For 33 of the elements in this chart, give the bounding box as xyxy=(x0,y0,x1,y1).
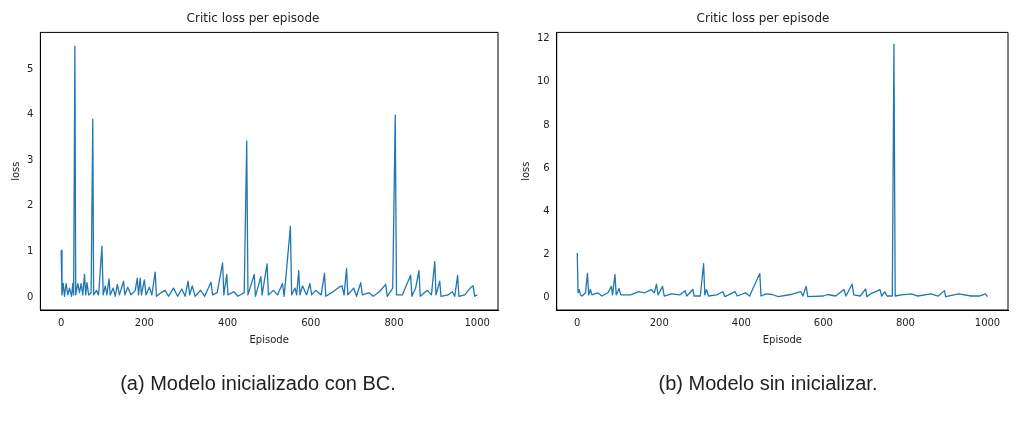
x-tick-label: 1000 xyxy=(464,316,490,328)
y-tick-label: 10 xyxy=(536,75,550,87)
text: (a) Modelo inicializado con BC. xyxy=(119,372,397,395)
y-tick-label: 2 xyxy=(26,199,34,211)
x-tick-label: 1000 xyxy=(974,316,1001,328)
y-axis-title: loss xyxy=(519,161,531,181)
x-tick-label: 400 xyxy=(731,316,751,328)
y-tick-label: 0 xyxy=(26,290,34,302)
y-tick-label: 4 xyxy=(543,204,550,216)
y-tick-label: 6 xyxy=(543,161,550,173)
x-axis-title: Episode xyxy=(762,333,802,345)
x-axis-title: Episode xyxy=(249,333,289,345)
x-tick-label: 400 xyxy=(218,316,238,328)
chart-title: Critic loss per episode xyxy=(186,11,320,26)
x-tick-label: 0 xyxy=(57,316,65,328)
y-tick-label: 1 xyxy=(26,245,34,257)
x-tick-label: 600 xyxy=(301,316,321,328)
chart-title: Critic loss per episode xyxy=(696,11,830,26)
x-tick-label: 800 xyxy=(895,316,915,328)
x-tick-label: 800 xyxy=(384,316,404,328)
x-tick-label: 200 xyxy=(134,316,154,328)
x-tick-label: 200 xyxy=(649,316,669,328)
y-tick-label: 3 xyxy=(26,153,34,165)
y-tick-label: 2 xyxy=(543,247,550,259)
y-tick-label: 12 xyxy=(536,32,550,44)
y-axis-title: loss xyxy=(9,161,21,181)
y-tick-label: 4 xyxy=(26,108,34,120)
y-tick-label: 0 xyxy=(543,290,550,302)
y-tick-label: 5 xyxy=(26,62,34,74)
y-tick-label: 8 xyxy=(543,118,550,130)
x-tick-label: 0 xyxy=(574,316,581,328)
text: (b) Modelo sin inicializar. xyxy=(657,372,879,395)
x-tick-label: 600 xyxy=(813,316,833,328)
